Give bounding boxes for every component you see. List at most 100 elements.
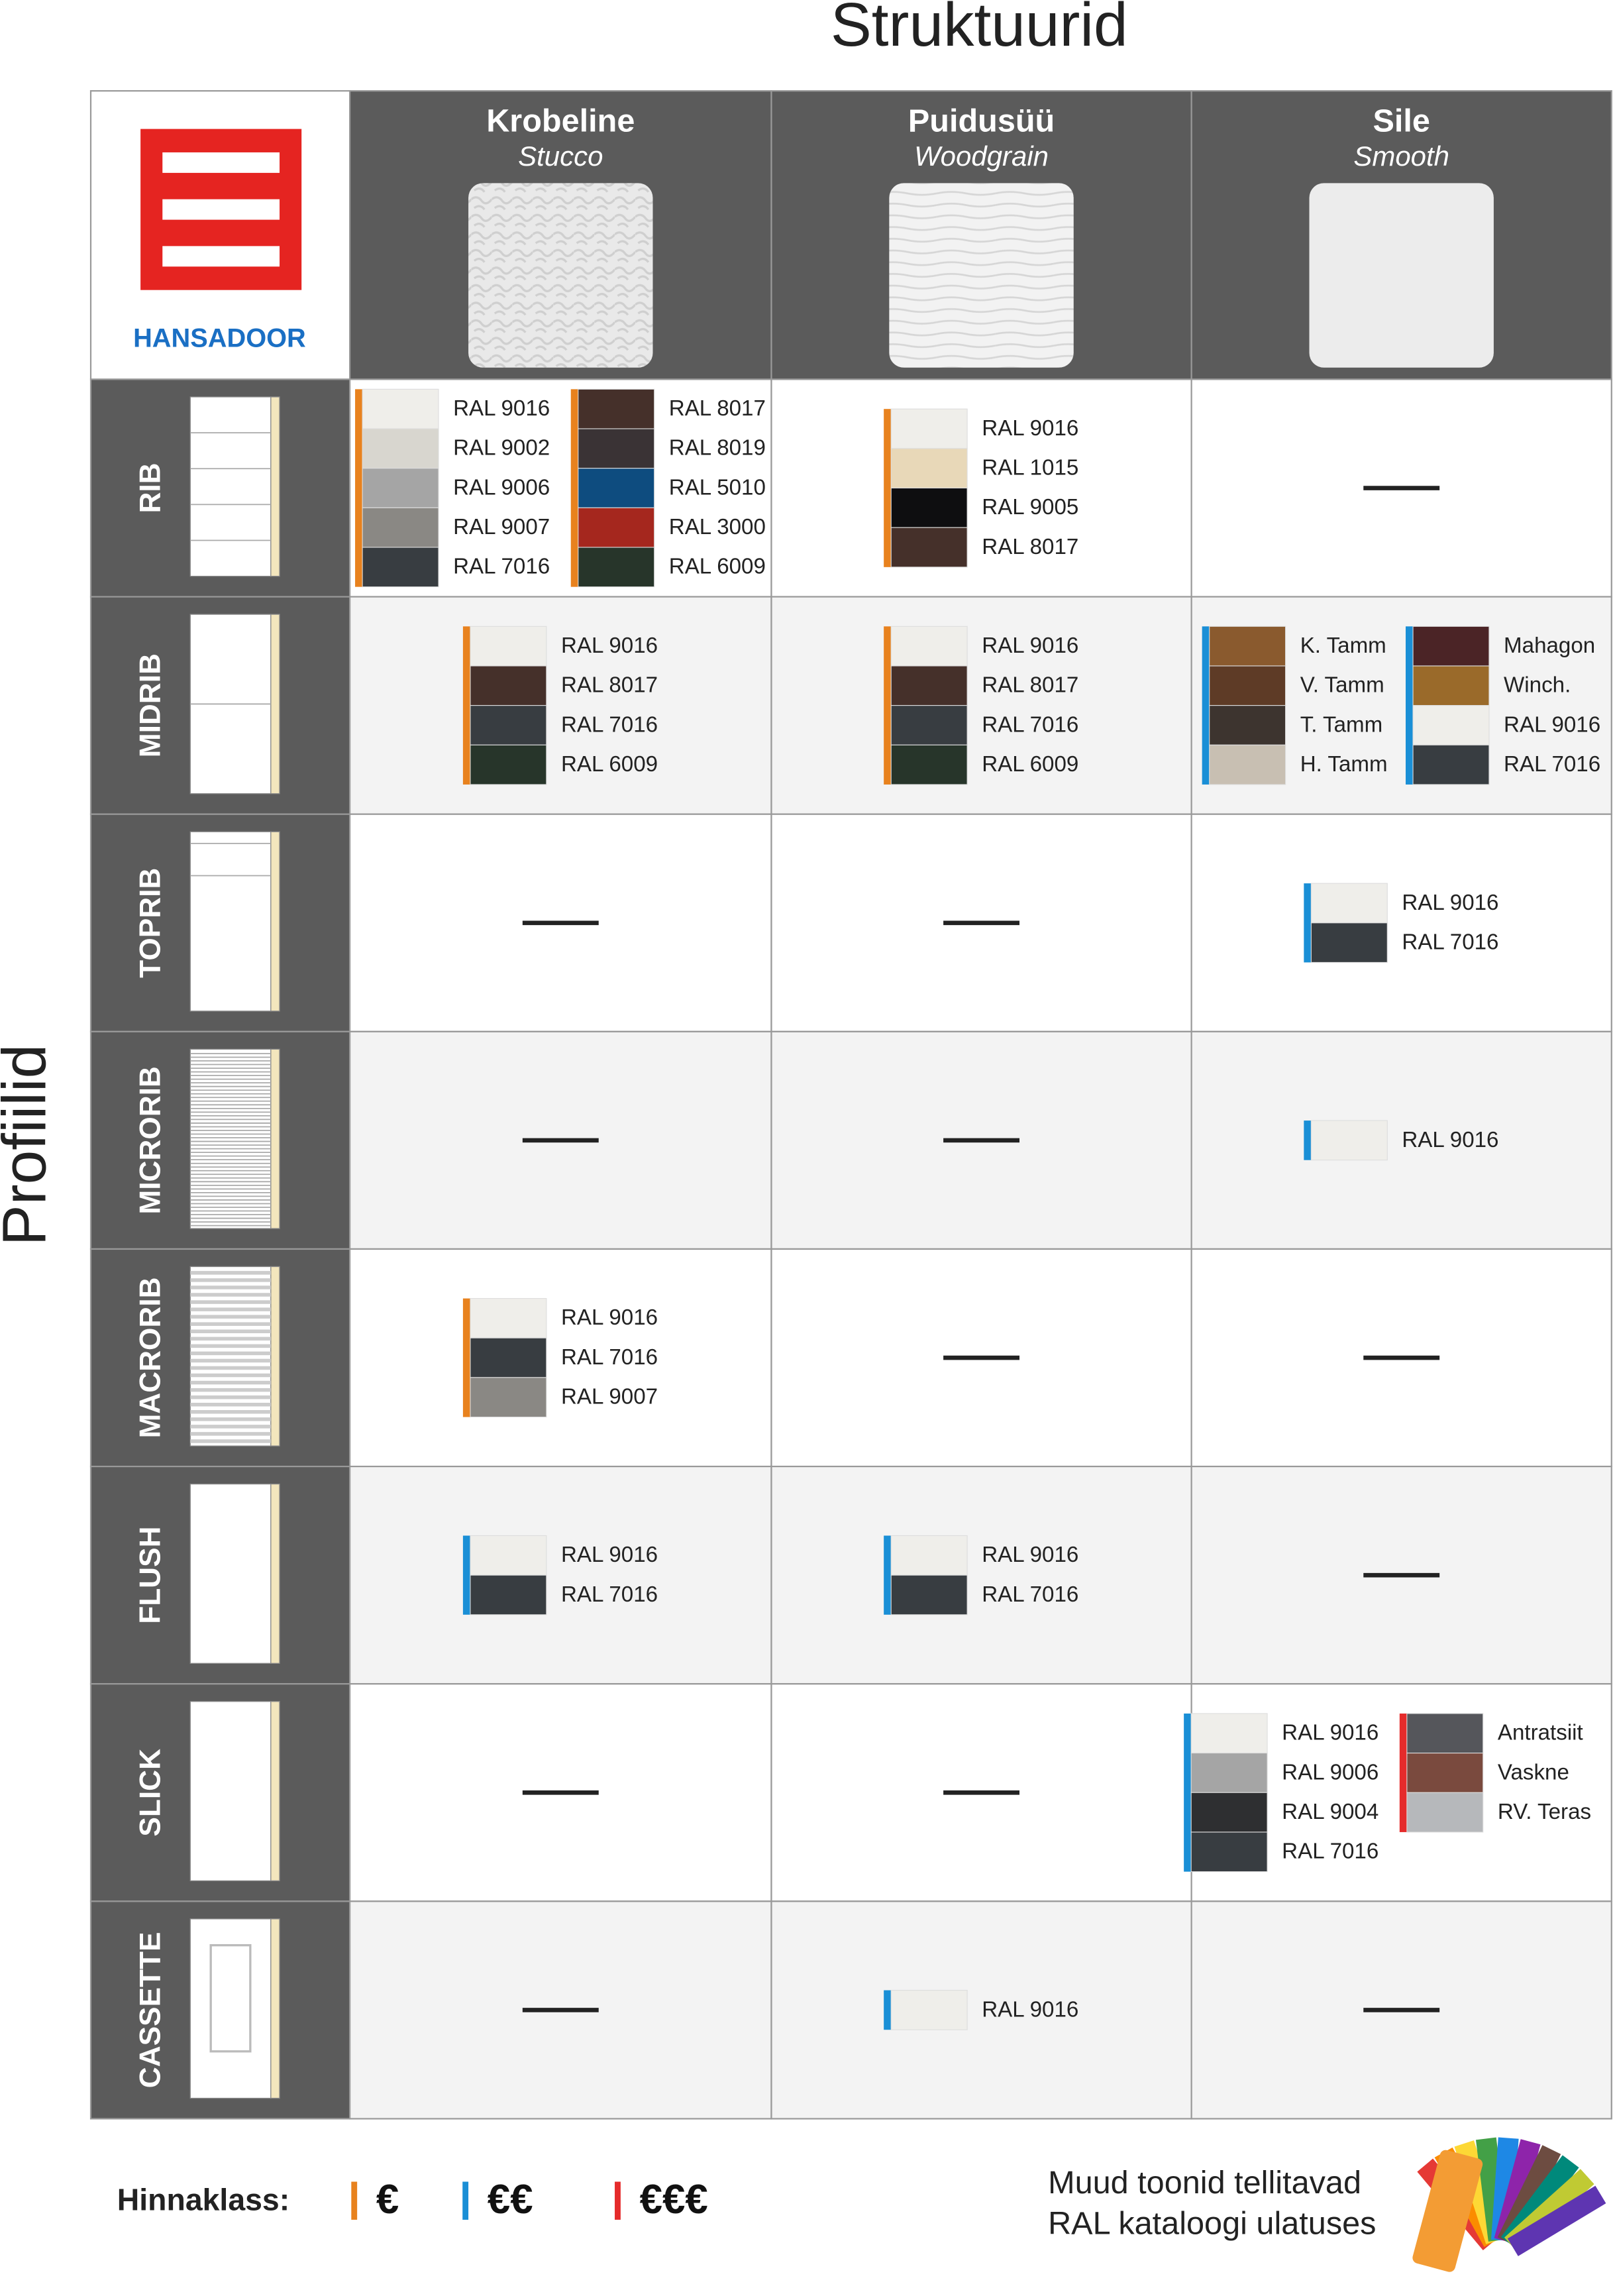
panel-rib <box>190 1351 271 1356</box>
panel-edge <box>270 1701 280 1882</box>
swatch <box>890 487 968 528</box>
tier-bar <box>1399 1713 1407 1832</box>
swatch <box>470 665 547 706</box>
swatch <box>1310 922 1388 963</box>
tier-bar <box>884 1535 892 1615</box>
tier-bar <box>570 389 578 587</box>
texture-sample <box>468 183 653 368</box>
panel-rib <box>190 1388 271 1392</box>
panel-edge <box>270 614 280 794</box>
row-name: CASSETTE <box>134 1932 166 2089</box>
swatch <box>470 1535 547 1576</box>
tier-bar <box>1304 883 1312 963</box>
panel-rib <box>190 1322 271 1326</box>
legend-symbol: €€€ <box>640 2177 708 2222</box>
swatch-label: RAL 9016 <box>982 633 1078 658</box>
tier-bar <box>1184 1713 1192 1872</box>
swatch <box>1406 1713 1484 1754</box>
swatch-label: RAL 7016 <box>982 712 1078 737</box>
swatch <box>362 507 439 548</box>
panel-edge <box>270 1266 280 1447</box>
tier-bar <box>884 409 892 567</box>
fan-strip <box>1507 2185 1606 2256</box>
tier-bar <box>884 626 892 785</box>
swatch <box>1412 626 1490 667</box>
swatch-label: RAL 7016 <box>1282 1839 1379 1864</box>
panel <box>189 396 272 577</box>
column-sub: Stucco <box>518 140 603 172</box>
swatch-label: RAL 8017 <box>982 673 1078 698</box>
swatch-label: RV. Teras <box>1498 1800 1591 1824</box>
swatch-label: RAL 9005 <box>982 495 1078 519</box>
swatch <box>1412 705 1490 745</box>
tier-bar <box>1202 626 1210 785</box>
logo-text: HANSADOOR <box>133 323 306 353</box>
page-title: Struktuurid <box>831 0 1128 59</box>
swatch-label: RAL 8017 <box>669 396 766 421</box>
column-sub: Woodgrain <box>914 140 1049 172</box>
swatch-label: Vaskne <box>1498 1760 1569 1784</box>
panel-rib <box>190 1402 271 1407</box>
tier-bar <box>462 1535 470 1615</box>
swatch <box>470 705 547 745</box>
panel-rib <box>190 1329 271 1334</box>
tier-bar <box>1304 1121 1312 1160</box>
panel-rib <box>190 1344 271 1348</box>
swatch <box>1412 665 1490 706</box>
row-name: MACRORIB <box>134 1278 166 1439</box>
swatch <box>470 1297 547 1339</box>
fan-cover <box>1412 2150 1483 2272</box>
swatch-label: RAL 7016 <box>1504 752 1600 777</box>
panel-rib <box>190 1380 271 1385</box>
swatch-label: RAL 9016 <box>982 1997 1078 2022</box>
swatch-label: RAL 7016 <box>561 1582 658 1607</box>
tier-bar <box>1406 626 1414 785</box>
swatch <box>1209 665 1286 706</box>
panel-rib <box>190 1366 271 1370</box>
cell <box>348 1465 772 1685</box>
swatch-label: RAL 9002 <box>453 436 550 461</box>
legend-symbol: €€ <box>488 2177 533 2222</box>
texture-sample <box>1309 183 1494 368</box>
swatch-label: RAL 9016 <box>1402 891 1498 915</box>
panel <box>189 831 272 1012</box>
panel-rib <box>190 1293 271 1297</box>
panel-rib <box>190 1425 271 1429</box>
panel-edge <box>270 1048 280 1229</box>
swatch <box>1190 1713 1268 1754</box>
row-name: RIB <box>134 463 166 513</box>
cell <box>770 1465 1192 1685</box>
swatch-label: RAL 6009 <box>669 555 766 579</box>
swatch <box>578 507 655 548</box>
swatch <box>362 547 439 588</box>
legend-bar <box>462 2181 469 2220</box>
swatch-label: RAL 1015 <box>982 456 1078 480</box>
panel-edge <box>270 1483 280 1664</box>
panel-rib <box>190 1358 271 1363</box>
swatch <box>890 1535 968 1576</box>
swatch <box>470 1337 547 1378</box>
column-sub: Smooth <box>1353 140 1449 172</box>
swatch-label: RAL 7016 <box>982 1582 1078 1607</box>
cell <box>1190 813 1612 1032</box>
swatch <box>890 744 968 785</box>
panel <box>189 1918 272 2099</box>
swatch-label: RAL 8017 <box>561 673 658 698</box>
swatch-label: RAL 9004 <box>1282 1800 1379 1824</box>
swatch-label: Mahagon <box>1504 633 1595 658</box>
swatch <box>1310 1120 1388 1161</box>
panel-rib <box>190 1410 271 1414</box>
cell <box>348 1248 772 1468</box>
swatch-label: Antratsiit <box>1498 1721 1583 1745</box>
panel-rib <box>190 1432 271 1436</box>
row-name: FLUSH <box>134 1527 166 1624</box>
swatch-label: RAL 7016 <box>561 1345 658 1370</box>
cell <box>770 378 1192 598</box>
footer-text: RAL kataloogi ulatuses <box>1048 2206 1376 2242</box>
panel-cassette <box>209 1943 252 2053</box>
swatch-label: RAL 9006 <box>453 475 550 500</box>
swatch-label: RAL 5010 <box>669 475 766 500</box>
swatch <box>1209 626 1286 667</box>
tier-bar <box>462 626 470 785</box>
